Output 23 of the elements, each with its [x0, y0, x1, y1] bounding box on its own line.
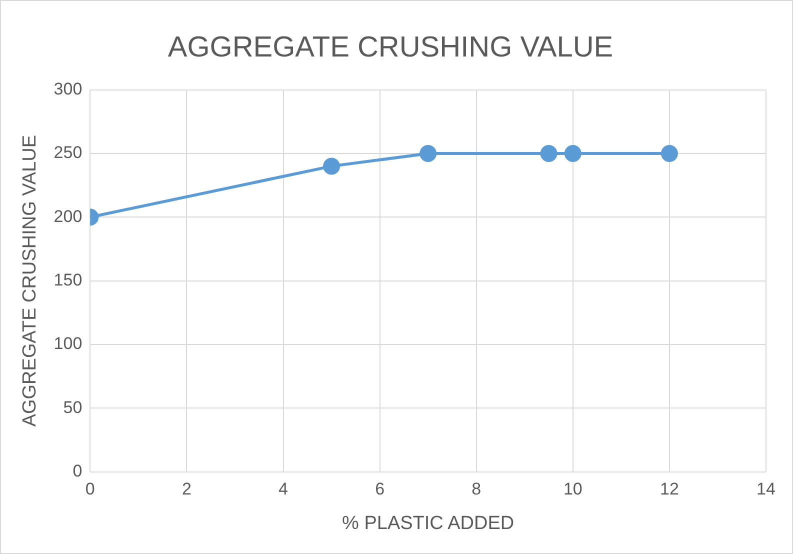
x-tick-label: 2: [182, 480, 192, 499]
y-tick-label: 150: [54, 270, 82, 290]
y-tick-label: 300: [54, 79, 82, 98]
y-tick-label: 0: [72, 461, 82, 480]
x-tick-label: 10: [563, 480, 582, 499]
point: [323, 158, 340, 175]
x-tick-label: 12: [660, 480, 679, 499]
point: [540, 144, 558, 162]
y-tick-label: 100: [54, 334, 82, 354]
chart-title: AGGREGATE CRUSHING VALUE: [168, 31, 614, 64]
point: [420, 144, 437, 162]
point: [564, 144, 582, 162]
x-axis-title: % PLASTIC ADDED: [342, 512, 514, 534]
x-tick-label: 4: [278, 480, 288, 499]
y-tick-label: 250: [54, 143, 82, 162]
point: [660, 144, 678, 162]
x-tick-label: 14: [756, 480, 776, 499]
y-axis-title: AGGREGATE CRUSHING VALUE: [20, 134, 41, 427]
x-tick-label: 6: [375, 480, 385, 499]
x-tick-label: 0: [85, 480, 95, 499]
y-tick-label: 50: [63, 398, 82, 417]
x-tick-label: 8: [472, 480, 482, 499]
y-tick-label: 200: [54, 206, 82, 226]
